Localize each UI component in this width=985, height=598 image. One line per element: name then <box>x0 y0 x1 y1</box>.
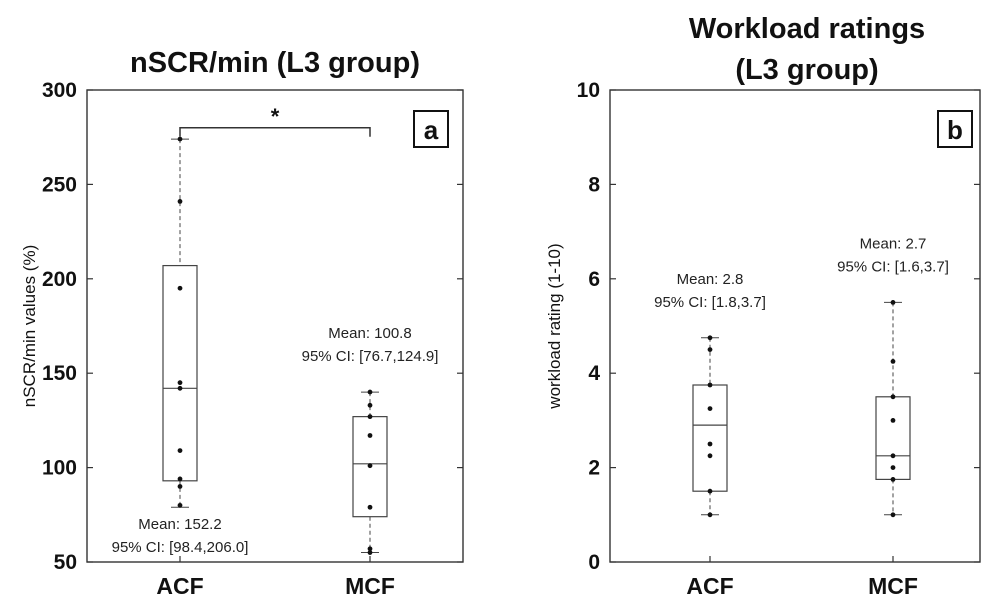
panel-b: Workload ratings (L3 group) workload ratin… <box>545 13 981 598</box>
data-point <box>177 476 183 482</box>
y-axis-label: nSCR/min values (%) <box>20 245 39 408</box>
axes-frame <box>609 89 981 563</box>
chart-title: (L3 group) <box>735 54 878 86</box>
y-tick-label: 250 <box>42 173 77 196</box>
y-tick-label: 50 <box>54 551 77 574</box>
panel-letter: b <box>947 115 963 145</box>
data-point <box>707 441 713 447</box>
ci-annotation: 95% CI: [76.7,124.9] <box>302 348 439 365</box>
x-tick-label: MCF <box>345 573 395 598</box>
y-tick-label: 10 <box>577 79 600 102</box>
data-point <box>367 546 373 552</box>
data-point <box>707 453 713 459</box>
y-tick-label: 200 <box>42 268 77 291</box>
panel-letter-box: a <box>413 110 449 148</box>
mean-annotation: Mean: 152.2 <box>138 516 221 533</box>
data-point <box>707 382 713 388</box>
data-point <box>177 502 183 508</box>
box-acf: ACF Mean: 2.8 95% CI: [1.8,3.7] <box>654 271 766 598</box>
data-point <box>890 418 896 423</box>
data-point <box>707 347 713 352</box>
data-point <box>890 359 896 364</box>
data-point <box>177 385 183 391</box>
interquartile-box <box>692 384 728 492</box>
chart-title: nSCR/min (L3 group) <box>130 47 420 79</box>
data-point <box>367 463 373 469</box>
x-tick-label: ACF <box>686 573 733 598</box>
data-point <box>367 550 373 555</box>
data-point <box>367 389 373 395</box>
data-point <box>890 453 896 459</box>
x-tick-label: ACF <box>156 573 203 598</box>
data-point <box>367 414 373 420</box>
data-point <box>707 488 713 494</box>
panel-letter-frame <box>937 110 973 148</box>
y-tick-label: 0 <box>588 551 600 574</box>
panel-a: nSCR/min (L3 group) nSCR/min values (%) 50… <box>20 47 464 598</box>
data-point <box>177 136 183 142</box>
box-acf: ACF Mean: 152.2 95% CI: [98.4,206.0] <box>112 136 249 598</box>
data-point <box>707 512 713 518</box>
data-point <box>367 402 373 408</box>
data-point <box>177 484 183 489</box>
panel-letter-box: b <box>937 110 973 148</box>
bracket-line <box>179 127 371 137</box>
ci-annotation: 95% CI: [1.6,3.7] <box>837 258 949 275</box>
data-point <box>177 380 183 386</box>
mean-annotation: Mean: 2.8 <box>677 271 744 288</box>
mean-annotation: Mean: 2.7 <box>860 235 927 252</box>
data-point <box>177 198 183 204</box>
y-tick-label: 150 <box>42 362 77 385</box>
data-point <box>890 394 896 400</box>
y-tick-label: 8 <box>588 173 600 196</box>
x-tick-label: MCF <box>868 573 918 598</box>
y-axis-label: workload rating (1-10) <box>545 243 564 409</box>
y-tick-label: 2 <box>588 457 600 480</box>
ci-annotation: 95% CI: [1.8,3.7] <box>654 294 766 311</box>
significance-bracket: * <box>179 104 371 137</box>
data-point <box>177 448 183 454</box>
significance-marker: * <box>271 104 280 129</box>
box-mcf: MCF Mean: 2.7 95% CI: [1.6,3.7] <box>837 235 949 598</box>
data-point <box>177 285 183 291</box>
y-tick-label: 100 <box>42 457 77 480</box>
y-tick-label: 6 <box>588 268 600 291</box>
data-point <box>707 406 713 411</box>
data-point <box>890 512 896 518</box>
panel-letter: a <box>424 115 439 145</box>
data-point <box>367 504 373 510</box>
y-tick-label: 4 <box>588 362 600 385</box>
ci-annotation: 95% CI: [98.4,206.0] <box>112 539 249 556</box>
mean-annotation: Mean: 100.8 <box>328 325 411 342</box>
data-point <box>367 433 373 438</box>
chart-title: Workload ratings <box>689 13 925 45</box>
box-mcf: MCF Mean: 100.8 95% CI: [76.7,124.9] <box>302 325 439 598</box>
data-point <box>890 465 896 470</box>
data-point <box>890 477 896 482</box>
panel-letter-frame <box>413 110 449 148</box>
data-point <box>707 335 713 341</box>
y-tick-label: 300 <box>42 79 77 102</box>
axes-frame <box>86 89 464 563</box>
data-point <box>890 300 896 305</box>
